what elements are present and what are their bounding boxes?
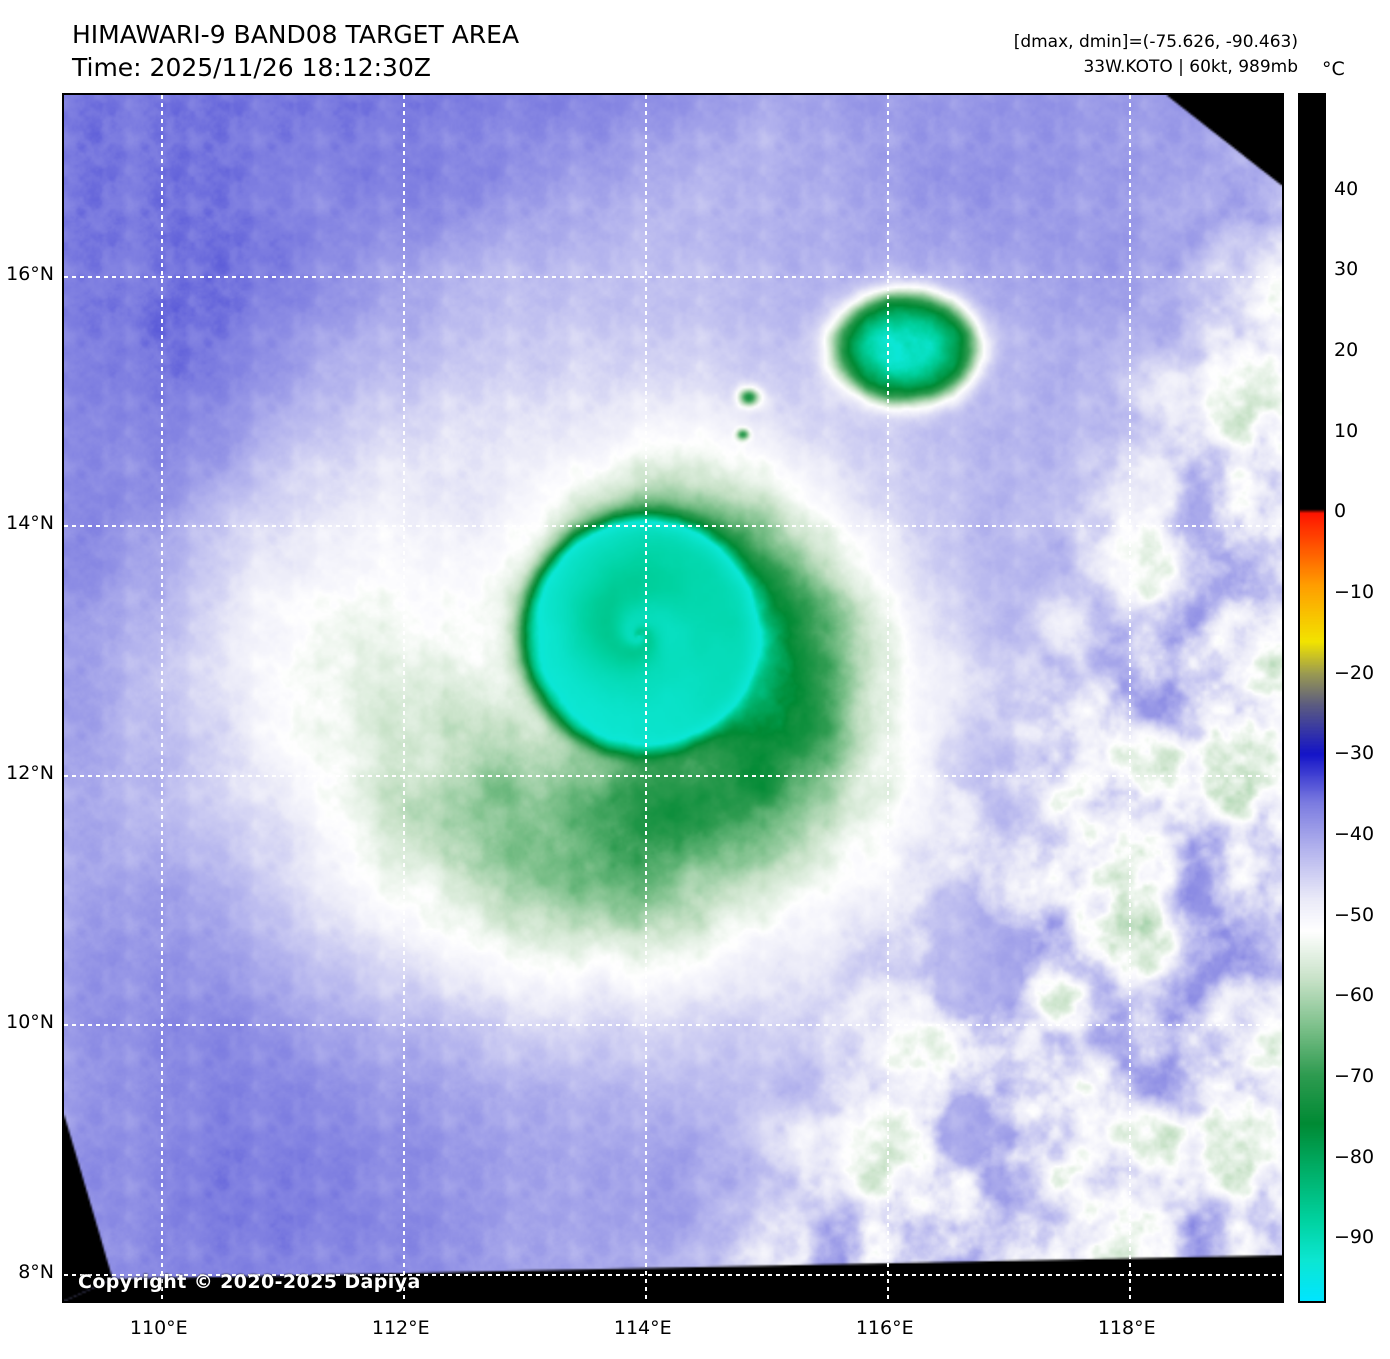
colorbar-tick-label: −90	[1334, 1226, 1375, 1249]
colorbar-tick-label: −70	[1334, 1065, 1375, 1088]
colorbar	[1298, 93, 1326, 1303]
metadata-block: [dmax, dmin]=(-75.626, -90.463) 33W.KOTO…	[1014, 30, 1298, 80]
longitude-tick-label: 110°E	[129, 1317, 188, 1339]
colorbar-tick-label: 10	[1334, 419, 1359, 442]
page-title: HIMAWARI-9 BAND08 TARGET AREA	[72, 20, 520, 49]
longitude-tick-label: 116°E	[855, 1317, 914, 1339]
infrared-imagery-layer	[64, 95, 1282, 1301]
colorbar-tick-label: 40	[1334, 177, 1359, 200]
colorbar-tick-label: 0	[1334, 500, 1347, 523]
latitude-tick-label: 12°N	[6, 761, 54, 784]
timestamp-label: Time: 2025/11/26 18:12:30Z	[72, 53, 431, 82]
colorbar-tick-label: 20	[1334, 339, 1359, 362]
dmax-dmin-label: [dmax, dmin]=(-75.626, -90.463)	[1013, 32, 1298, 52]
colorbar-tick-label: −40	[1334, 823, 1375, 846]
colorbar-tick-label: −80	[1334, 1145, 1375, 1168]
colorbar-gradient	[1298, 93, 1326, 1303]
colorbar-tick-label: −30	[1334, 742, 1375, 765]
latitude-tick-label: 14°N	[6, 512, 54, 535]
colorbar-unit-label: °C	[1322, 58, 1345, 80]
latitude-tick-label: 10°N	[6, 1011, 54, 1034]
longitude-tick-label: 118°E	[1097, 1317, 1156, 1339]
colorbar-tick-label: −50	[1334, 903, 1375, 926]
latitude-tick-label: 8°N	[18, 1260, 54, 1283]
storm-info-label: 33W.KOTO | 60kt, 989mb	[1083, 57, 1298, 77]
title-block: HIMAWARI-9 BAND08 TARGET AREA Time: 2025…	[72, 18, 519, 84]
longitude-tick-label: 112°E	[371, 1317, 430, 1339]
longitude-tick-label: 114°E	[613, 1317, 672, 1339]
colorbar-tick-label: −20	[1334, 661, 1375, 684]
copyright-notice: Copyright © 2020-2025 Dapiya	[78, 1271, 421, 1293]
colorbar-tick-label: −60	[1334, 984, 1375, 1007]
colorbar-tick-label: 30	[1334, 258, 1359, 281]
colorbar-tick-label: −10	[1334, 581, 1375, 604]
latitude-tick-label: 16°N	[6, 262, 54, 285]
satellite-image-plot: Copyright © 2020-2025 Dapiya	[62, 93, 1284, 1303]
